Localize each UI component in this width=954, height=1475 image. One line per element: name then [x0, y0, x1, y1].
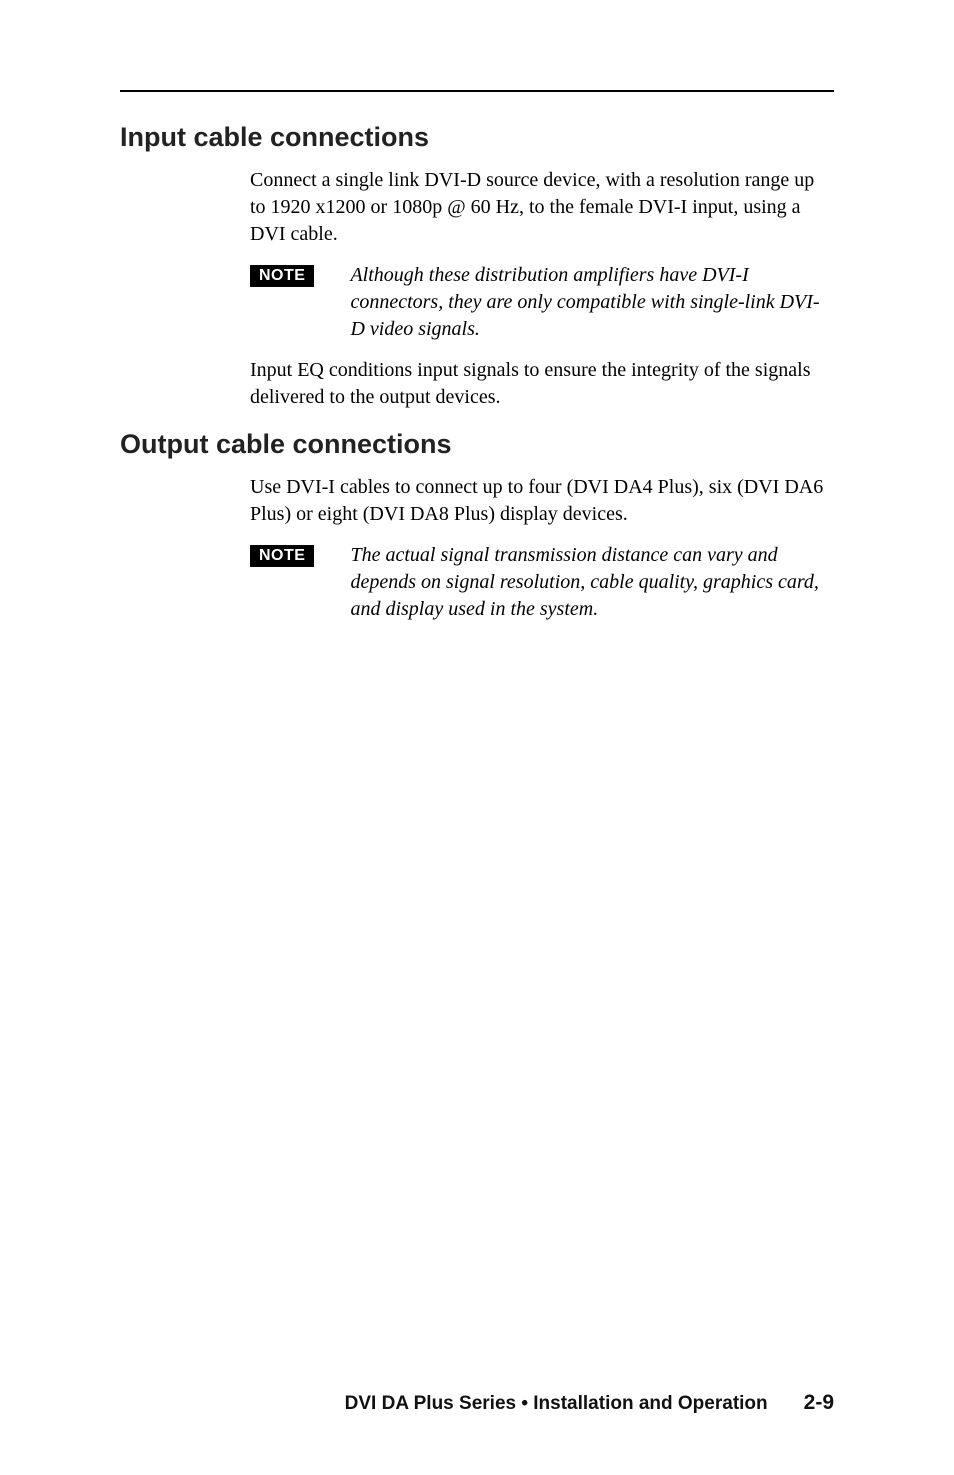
output-para1: Use DVI-I cables to connect up to four (…	[250, 474, 834, 528]
footer-title: DVI DA Plus Series • Installation and Op…	[345, 1393, 768, 1415]
input-note-row: NOTE Although these distribution amplifi…	[250, 262, 834, 343]
output-body: Use DVI-I cables to connect up to four (…	[250, 474, 834, 623]
input-heading: Input cable connections	[120, 122, 834, 153]
output-heading: Output cable connections	[120, 429, 834, 460]
input-para2: Input EQ conditions input signals to ens…	[250, 357, 834, 411]
note-badge: NOTE	[250, 545, 314, 567]
input-body: Connect a single link DVI-D source devic…	[250, 167, 834, 411]
output-note-text: The actual signal transmission distance …	[350, 542, 834, 623]
output-note-row: NOTE The actual signal transmission dist…	[250, 542, 834, 623]
input-para1: Connect a single link DVI-D source devic…	[250, 167, 834, 248]
top-divider	[120, 90, 834, 92]
page-footer: DVI DA Plus Series • Installation and Op…	[120, 1391, 834, 1415]
footer-page-number: 2-9	[804, 1391, 834, 1415]
note-badge: NOTE	[250, 265, 314, 287]
page: Input cable connections Connect a single…	[0, 0, 954, 1475]
input-note-text: Although these distribution amplifiers h…	[350, 262, 834, 343]
